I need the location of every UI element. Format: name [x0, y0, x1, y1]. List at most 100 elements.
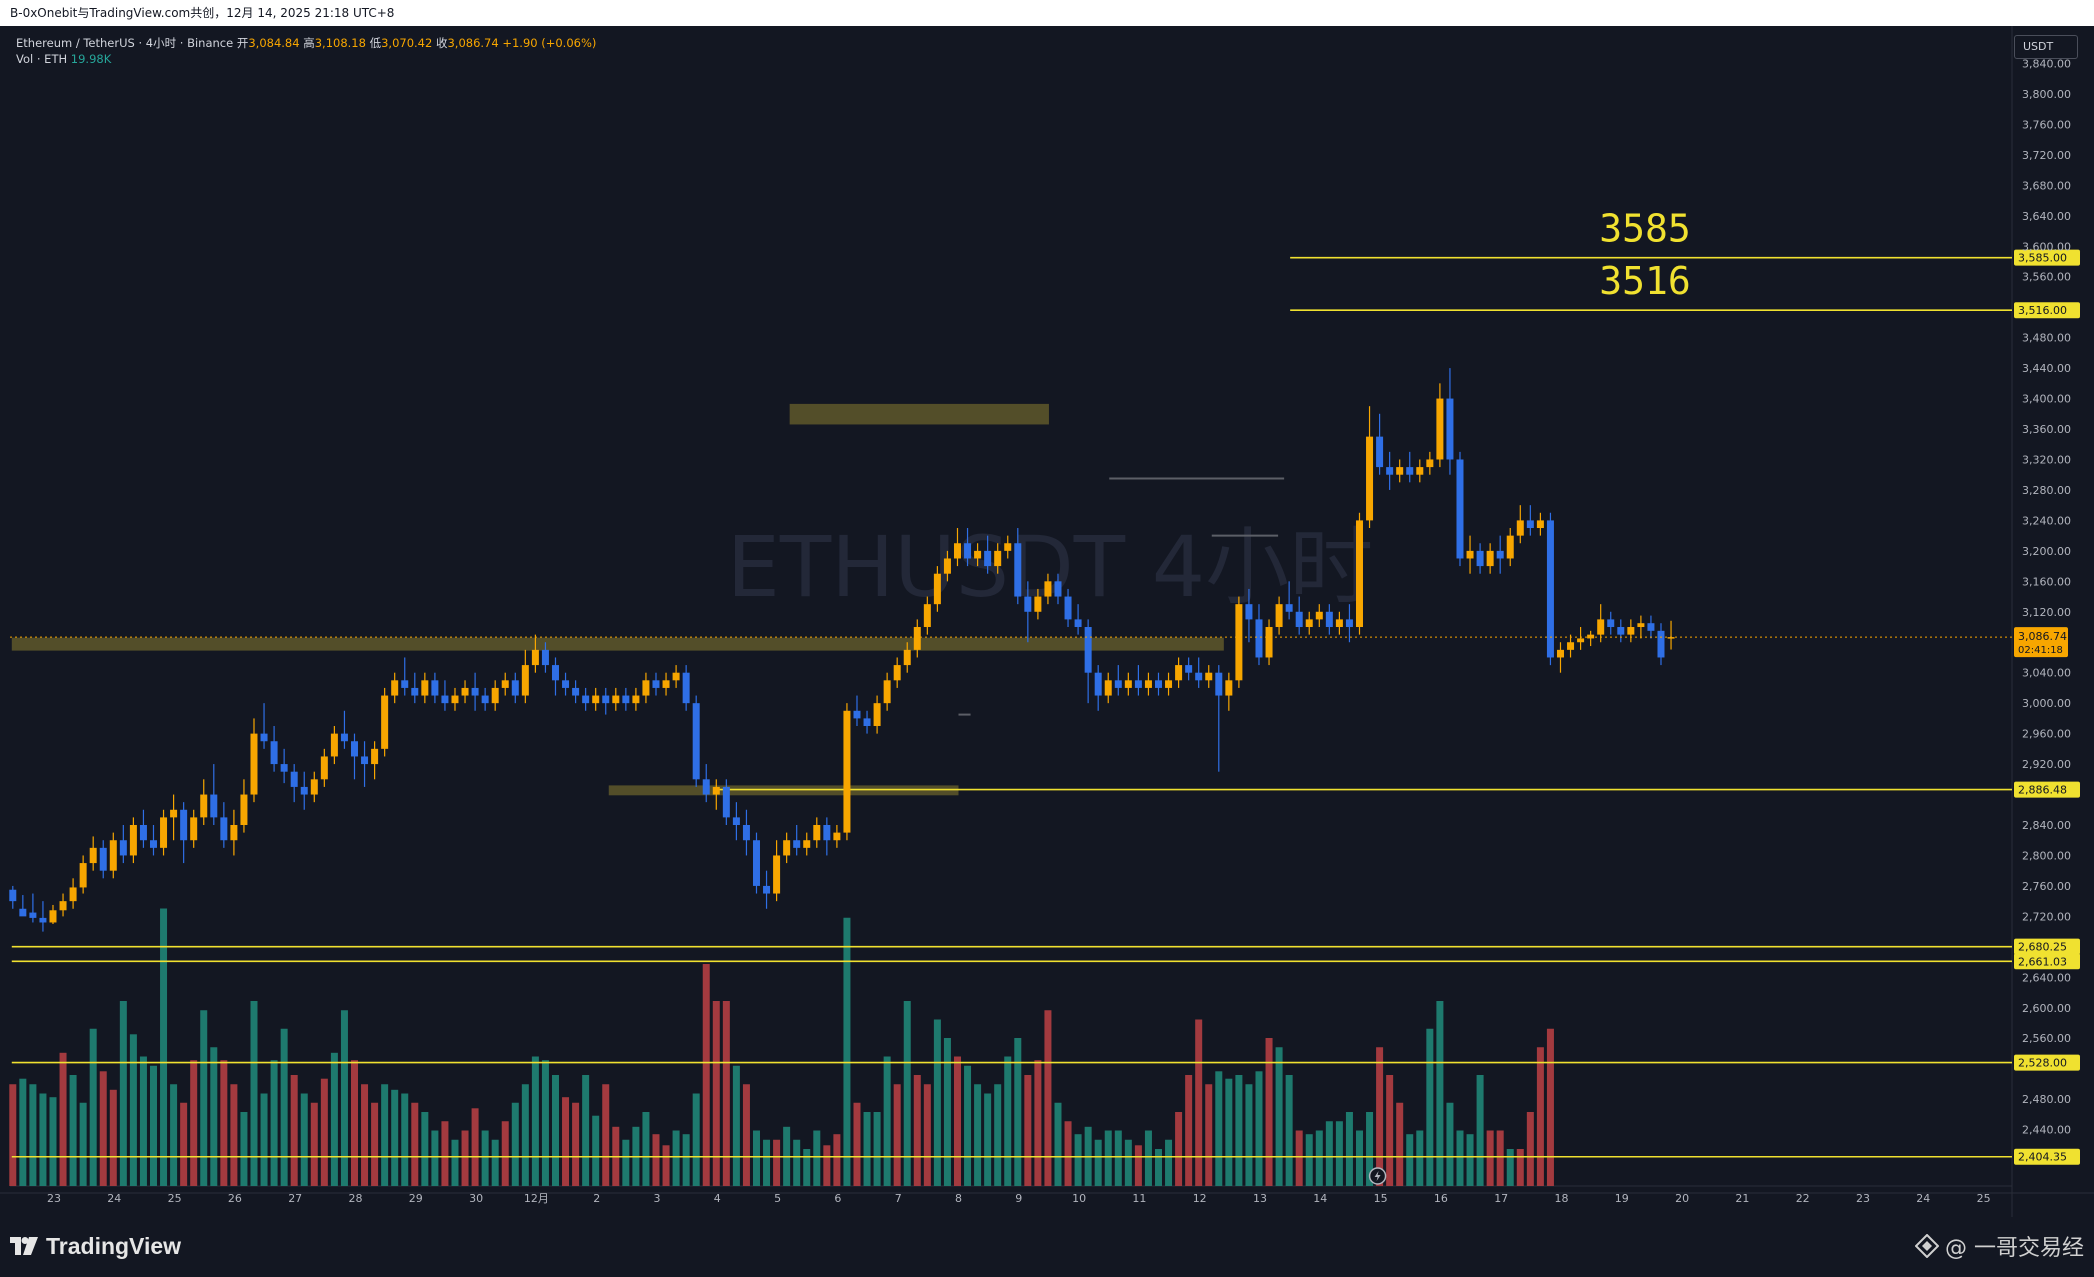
price-tick-label: 3,120.00 — [2022, 606, 2071, 619]
volume-bar — [913, 1075, 921, 1186]
price-level-tag-text: 2,680.25 — [2018, 941, 2067, 954]
candle-body — [752, 840, 760, 886]
candle — [471, 672, 479, 711]
level-annotation[interactable]: 3585 — [1599, 207, 1691, 251]
volume-bar — [1044, 1010, 1052, 1186]
candle-body — [1245, 604, 1253, 620]
candle — [1315, 604, 1323, 628]
candle-body — [1114, 680, 1122, 688]
currency-button[interactable]: USDT — [2014, 35, 2078, 59]
volume-bar — [401, 1093, 409, 1186]
candle — [1215, 665, 1223, 772]
symbol-name: Ethereum / TetherUS · 4小时 · Binance — [16, 36, 234, 50]
volume-bar — [1144, 1130, 1152, 1186]
candle — [270, 726, 278, 772]
candle-body — [240, 794, 248, 825]
candle — [300, 771, 308, 810]
volume-bar — [79, 1102, 87, 1186]
volume-bar — [863, 1112, 871, 1186]
candle-body — [943, 558, 951, 574]
top-bar-title: B-0xOnebit与TradingView.com共创，12月 14, 202… — [10, 6, 395, 20]
price-level-tag — [2014, 1148, 2080, 1165]
volume-bar — [843, 917, 851, 1186]
candle — [69, 878, 77, 909]
volume-bar — [974, 1084, 982, 1186]
candle-body — [652, 680, 660, 688]
candle — [642, 672, 650, 704]
candle — [49, 904, 57, 924]
candle-body — [109, 840, 117, 871]
candle-body — [1406, 467, 1414, 475]
candle-body — [69, 887, 77, 902]
candle — [853, 695, 861, 727]
candle-body — [1386, 467, 1394, 475]
candle — [250, 718, 258, 803]
candle-body — [119, 840, 127, 856]
volume-bar — [1134, 1145, 1142, 1186]
volume-bar — [49, 1097, 57, 1186]
time-axis[interactable]: 23 24 25 26 27 28 29 30 12月 2 3 4 5 6 7 8 9 10 11 12 13 14 15 1… — [47, 1192, 1991, 1205]
candle — [39, 901, 47, 932]
volume-bar — [361, 1084, 369, 1186]
volume-bar — [1486, 1130, 1494, 1186]
level-annotation[interactable]: 3516 — [1599, 259, 1691, 303]
volume-bar — [1506, 1149, 1514, 1186]
tradingview-brand[interactable]: TradingView — [10, 1231, 181, 1261]
candle — [1657, 623, 1665, 666]
candle-body — [783, 840, 791, 856]
candle — [1436, 383, 1444, 468]
candle-body — [521, 665, 529, 696]
price-axis[interactable]: 3,840.00 3,800.00 3,760.00 3,720.00 3,680.00… — [2022, 58, 2071, 1137]
volume-bar — [994, 1084, 1002, 1186]
candle — [109, 832, 117, 879]
volume-bar — [59, 1052, 67, 1186]
candle — [1104, 672, 1112, 704]
candle-body — [541, 649, 549, 666]
price-tick-label: 2,920.00 — [2022, 758, 2071, 771]
volume-bar — [521, 1084, 529, 1186]
candle — [1546, 512, 1554, 666]
candle-body — [793, 840, 801, 848]
tradingview-logo-icon — [10, 1237, 38, 1255]
volume-bar — [1376, 1047, 1384, 1186]
candle-body — [994, 550, 1002, 567]
date-tick-label: 23 — [1856, 1192, 1870, 1205]
candle-body — [1516, 520, 1524, 536]
candle — [230, 809, 238, 856]
chart-area[interactable]: ETHUSDT 4小时 3,585.00 3585 3,516.00 3516 2,886… — [0, 26, 2094, 1217]
volume-bar — [712, 1001, 720, 1186]
volume-bar — [280, 1028, 288, 1186]
price-tick-label: 3,440.00 — [2022, 362, 2071, 375]
candle — [1526, 505, 1534, 536]
candle — [1064, 588, 1072, 628]
candle — [1406, 451, 1414, 483]
candle-body — [1074, 619, 1082, 628]
candle — [1486, 543, 1494, 574]
date-tick-label: 12 — [1193, 1192, 1207, 1205]
chart-svg[interactable]: ETHUSDT 4小时3,585.0035853,516.0035162,886… — [0, 26, 2094, 1217]
candle-body — [310, 779, 318, 795]
countdown-text: 02:41:18 — [2018, 645, 2063, 656]
supply-demand-zone[interactable] — [789, 403, 1049, 425]
date-tick-label: 13 — [1253, 1192, 1267, 1205]
volume-bar — [149, 1065, 157, 1186]
price-tick-label: 2,600.00 — [2022, 1002, 2071, 1015]
volume-bar — [732, 1065, 740, 1186]
volume-bar — [763, 1139, 771, 1186]
supply-demand-zone[interactable] — [11, 637, 1224, 651]
price-level-tag — [2014, 1054, 2080, 1071]
close-label: 收 — [435, 36, 448, 50]
candle-body — [873, 703, 881, 727]
candle — [381, 687, 389, 757]
price-tick-label: 3,280.00 — [2022, 484, 2071, 497]
candle-body — [1546, 520, 1554, 658]
candle — [290, 764, 298, 803]
candle-body — [350, 741, 358, 757]
candle-body — [149, 840, 157, 848]
candle-series[interactable] — [9, 368, 1675, 932]
candle — [59, 893, 67, 917]
candle-body — [230, 825, 238, 841]
volume-bar — [1305, 1134, 1313, 1186]
date-tick-label: 20 — [1675, 1192, 1689, 1205]
candle — [1335, 611, 1343, 635]
